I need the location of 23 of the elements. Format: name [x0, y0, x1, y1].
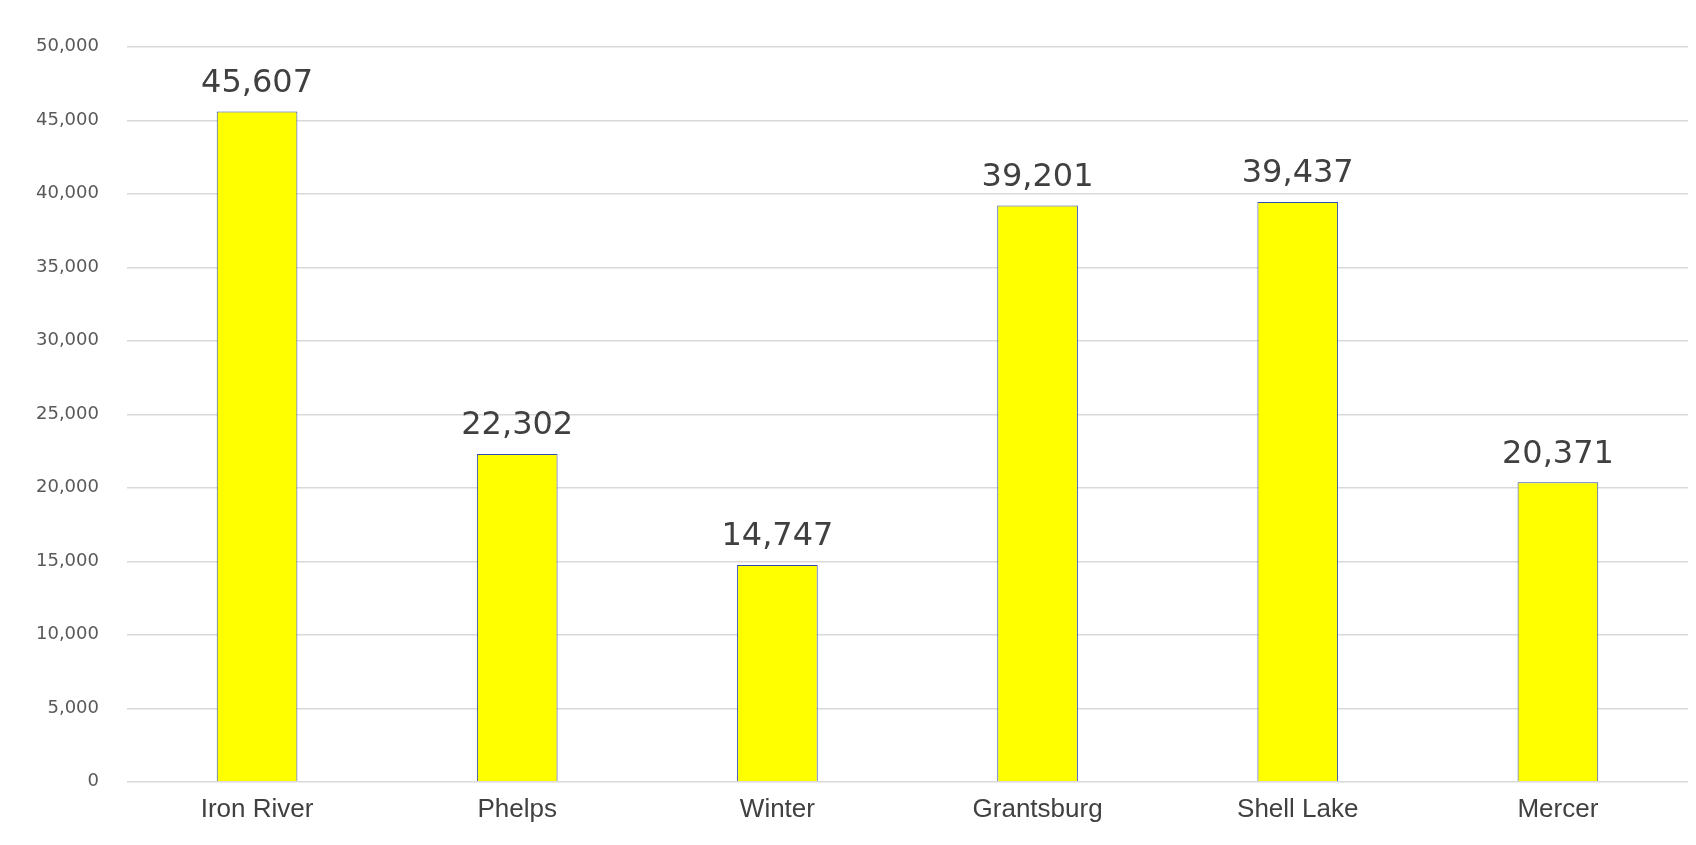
y-tick-label: 10,000	[36, 622, 99, 644]
x-tick-label: Winter	[739, 792, 816, 823]
data-label: 22,302	[461, 404, 574, 443]
y-tick-label: 30,000	[36, 328, 99, 350]
x-tick-label: Phelps	[477, 792, 557, 823]
x-tick-label: Iron River	[200, 792, 314, 823]
y-tick-label: 45,000	[36, 107, 99, 129]
data-label: 20,371	[1501, 432, 1614, 471]
y-tick-label: 25,000	[36, 401, 99, 423]
y-tick-label: 20,000	[36, 475, 99, 497]
x-tick-label: Grantsburg	[972, 792, 1103, 823]
x-tick-label: Mercer	[1517, 792, 1599, 823]
y-tick-label: 5,000	[47, 695, 99, 717]
y-tick-label: 40,000	[36, 181, 99, 203]
data-label: 39,437	[1241, 152, 1354, 191]
y-tick-label: 35,000	[36, 254, 99, 276]
y-tick-label: 15,000	[36, 548, 99, 570]
y-tick-label: 0	[87, 769, 99, 791]
data-label: 45,607	[201, 61, 314, 100]
data-label: 39,201	[981, 155, 1094, 194]
y-tick-label: 50,000	[36, 34, 99, 56]
x-tick-label: Shell Lake	[1237, 792, 1359, 823]
data-label: 14,747	[721, 515, 834, 554]
